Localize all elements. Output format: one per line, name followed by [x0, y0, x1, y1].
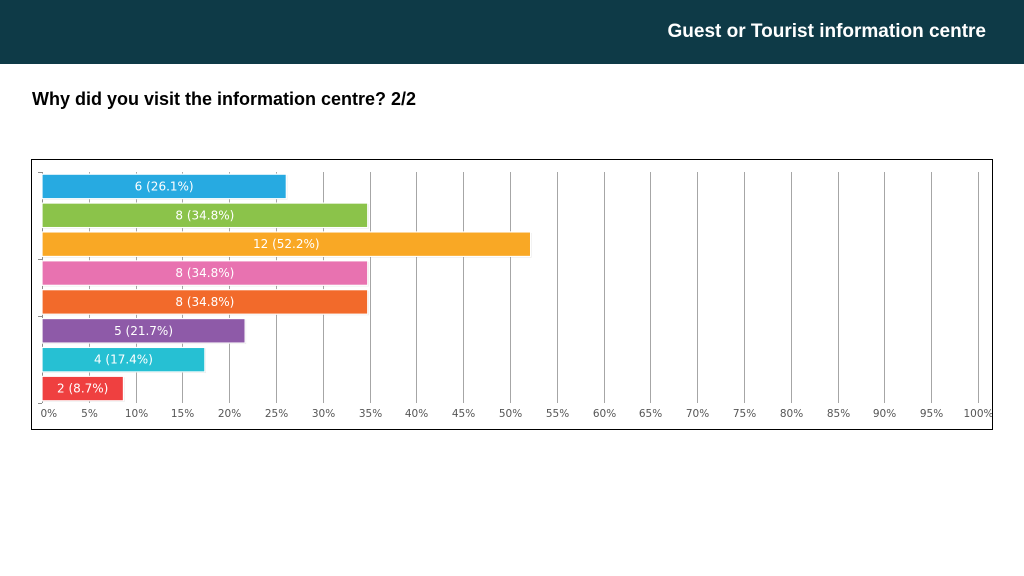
- bar-value-label: 8 (34.8%): [175, 208, 234, 222]
- bar-value-label: 5 (21.7%): [114, 324, 173, 338]
- slide-heading: Why did you visit the information centre…: [32, 89, 417, 109]
- x-tick-label: 0%: [41, 408, 58, 420]
- x-tick-label: 55%: [546, 408, 569, 420]
- x-tick-label: 100%: [963, 408, 992, 420]
- x-tick-label: 50%: [499, 408, 522, 420]
- x-tick-label: 60%: [593, 408, 616, 420]
- x-tick-label: 5%: [81, 408, 98, 420]
- x-tick-label: 30%: [312, 408, 335, 420]
- x-tick-label: 45%: [452, 408, 475, 420]
- x-tick-label: 95%: [920, 408, 943, 420]
- bar-chart: 0% 5% 10% 15% 20% 25% 30% 35% 40% 45% 50% 55% 60% 65%…: [38, 172, 992, 420]
- x-tick-label: 75%: [733, 408, 756, 420]
- x-tick-label: 85%: [827, 408, 850, 420]
- bar-value-label: 4 (17.4%): [94, 353, 153, 367]
- bar-value-label: 8 (34.8%): [175, 295, 234, 309]
- banner-title: Guest or Tourist information centre: [667, 21, 986, 42]
- x-tick-label: 90%: [873, 408, 896, 420]
- bar: [41, 375, 125, 402]
- x-tick-label: 40%: [405, 408, 428, 420]
- chart-frame: 0% 5% 10% 15% 20% 25% 30% 35% 40% 45% 50% 55% 60% 65%…: [31, 159, 993, 430]
- bar: [41, 231, 532, 258]
- x-tick-label: 65%: [639, 408, 662, 420]
- bar: [41, 346, 206, 373]
- bar: [41, 289, 369, 315]
- x-tick-label: 25%: [265, 408, 288, 420]
- bar: [41, 202, 369, 229]
- x-tick-label: 10%: [125, 408, 148, 420]
- x-tick-label: 80%: [780, 408, 803, 420]
- x-tick-label: 20%: [218, 408, 241, 420]
- x-tick-label: 70%: [686, 408, 709, 420]
- bar: [41, 260, 369, 286]
- bar-value-label: 12 (52.2%): [253, 237, 320, 251]
- header-bar: Guest or Tourist information centre: [0, 0, 1024, 64]
- bar-value-label: 8 (34.8%): [175, 266, 234, 280]
- bar: [41, 317, 246, 344]
- x-tick-label: 15%: [171, 408, 194, 420]
- x-tick-label: 35%: [359, 408, 382, 420]
- bar-value-label: 6 (26.1%): [135, 179, 194, 193]
- bar: [41, 173, 287, 200]
- bar-value-label: 2 (8.7%): [57, 382, 108, 396]
